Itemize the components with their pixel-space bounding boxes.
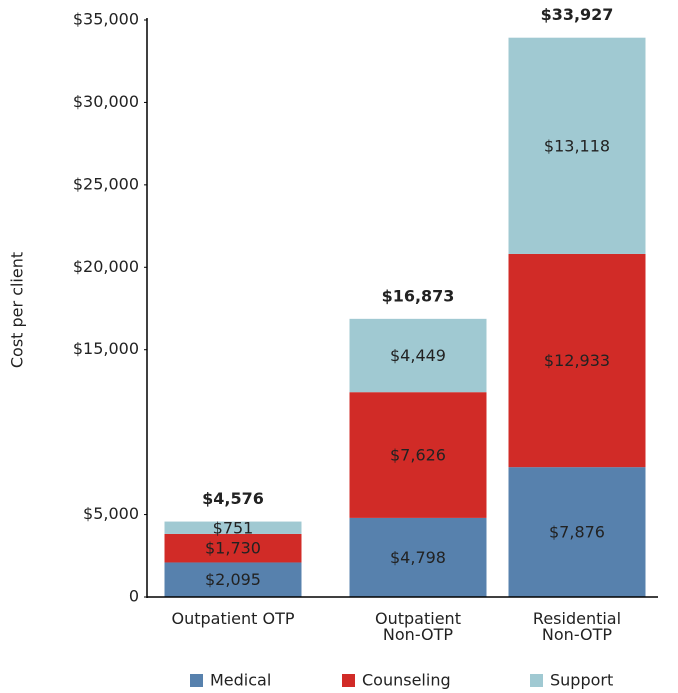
legend-label: Medical [210, 671, 271, 690]
value-label: $1,730 [205, 539, 261, 558]
bar-segment [349, 318, 487, 393]
y-tick-label: $20,000 [73, 257, 139, 276]
bar-segment [164, 533, 302, 563]
bar-segment [508, 37, 646, 254]
value-label: $4,449 [390, 346, 446, 365]
value-label: $13,118 [544, 136, 610, 155]
bar-segment [164, 562, 302, 597]
legend-label: Counseling [362, 671, 451, 690]
total-label: $33,927 [541, 5, 614, 24]
value-label: $2,095 [205, 570, 261, 589]
x-tick-label: Outpatient OTP [171, 609, 294, 628]
y-axis-label: Cost per client [8, 252, 27, 368]
y-tick-label: $5,000 [83, 504, 139, 523]
y-tick-label: $25,000 [73, 174, 139, 193]
legend-swatch [530, 674, 543, 687]
bar-segment [349, 517, 487, 597]
bar-segment [508, 253, 646, 468]
legend-swatch [342, 674, 355, 687]
value-label: $4,798 [390, 548, 446, 567]
legend-label: Support [550, 671, 613, 690]
x-tick-label: Residential Non-OTP [533, 609, 621, 644]
value-label: $7,876 [549, 523, 605, 542]
y-tick-label: $15,000 [73, 339, 139, 358]
x-tick-label: Outpatient Non-OTP [375, 609, 461, 644]
total-label: $4,576 [202, 489, 264, 508]
value-label: $12,933 [544, 351, 610, 370]
legend-swatch [190, 674, 203, 687]
y-tick-label: 0 [129, 587, 139, 606]
total-label: $16,873 [382, 286, 455, 305]
bar-segment [349, 392, 487, 518]
value-label: $751 [213, 518, 254, 537]
y-tick-label: $30,000 [73, 92, 139, 111]
y-tick-label: $35,000 [73, 10, 139, 29]
bar-segment [508, 467, 646, 597]
bar-segment [164, 521, 302, 534]
value-label: $7,626 [390, 446, 446, 465]
